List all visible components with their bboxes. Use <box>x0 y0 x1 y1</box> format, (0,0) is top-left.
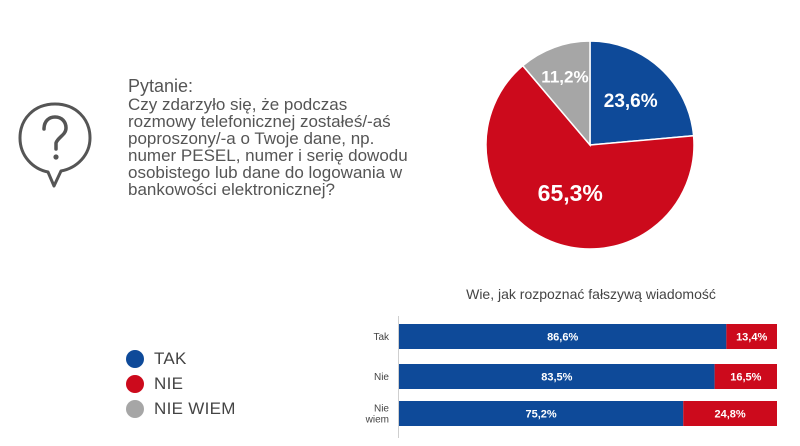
bar-label-nie-tak: 83,5% <box>541 372 572 384</box>
pie-label-nie-wiem: 11,2% <box>541 68 588 87</box>
bar-nie-tak <box>399 364 715 389</box>
legend-label-nie-wiem: NIE WIEM <box>154 399 236 418</box>
question-block: Pytanie: Czy zdarzyło się, że podczas ro… <box>128 76 418 199</box>
bar-label-tak-tak: 86,6% <box>547 332 578 344</box>
bar-nie-wiem-nie <box>683 401 777 426</box>
legend-label-nie: NIE <box>154 374 184 393</box>
pie-chart: 23,6% 65,3% 11,2% <box>485 40 695 250</box>
legend-item-tak: TAK <box>126 347 236 371</box>
bar-tak-nie <box>726 324 777 349</box>
legend-swatch-nie-wiem <box>126 400 144 418</box>
bar-category-label-tak: Tak <box>373 332 390 343</box>
legend-swatch-tak <box>126 350 144 368</box>
bar-nie-nie <box>714 364 777 389</box>
question-text: Czy zdarzyło się, że podczas rozmowy tel… <box>128 95 408 199</box>
legend-label-tak: TAK <box>154 349 187 368</box>
bar-category-label-nie-wiem: Nie wiem <box>365 404 390 426</box>
pie-slice-nie <box>485 64 695 250</box>
pie-slice-nie-wiem <box>521 40 591 148</box>
bar-tak-tak <box>399 324 727 349</box>
pie-slice-tak <box>589 40 695 146</box>
bar-label-tak-nie: 13,4% <box>736 332 767 344</box>
legend-item-nie: NIE <box>126 372 236 396</box>
legend-swatch-nie <box>126 375 144 393</box>
pie-label-tak: 23,6% <box>604 91 658 112</box>
question-bubble-icon <box>18 102 92 188</box>
legend: TAK NIE NIE WIEM <box>126 347 236 422</box>
bar-label-nie-wiem-nie: 24,8% <box>715 409 746 421</box>
bar-chart-title: Wie, jak rozpoznać fałszywą wiadomość <box>466 286 716 302</box>
pie-label-nie: 65,3% <box>538 180 603 206</box>
bar-label-nie-wiem-tak: 75,2% <box>526 409 557 421</box>
bar-nie-wiem-tak <box>399 401 684 426</box>
bar-label-nie-nie: 16,5% <box>730 372 761 384</box>
bar-category-label-nie: Nie <box>374 372 389 383</box>
legend-item-nie-wiem: NIE WIEM <box>126 397 236 421</box>
question-label: Pytanie: <box>128 76 194 96</box>
bar-chart: Tak 86,6% 13,4% Nie 83,5% 16,5% Nie wiem 75,2% 24… <box>365 316 777 438</box>
